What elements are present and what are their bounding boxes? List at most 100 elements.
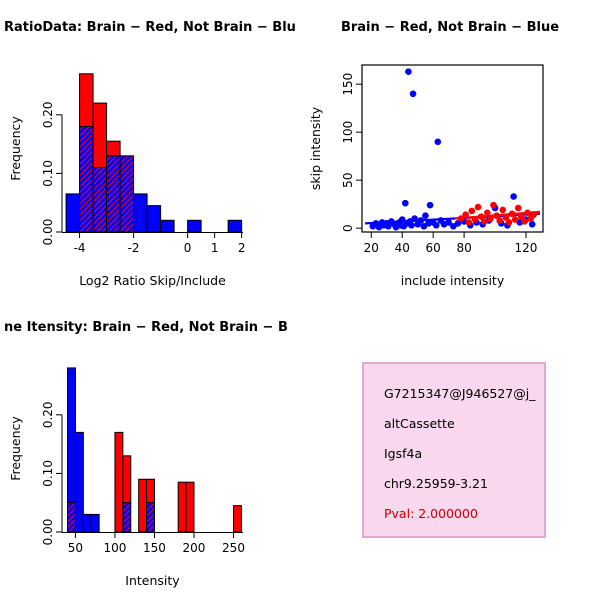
hist-bar bbox=[122, 455, 132, 504]
y-tick-label: 0.00 bbox=[41, 519, 55, 546]
x-tick-label: 1 bbox=[211, 241, 219, 255]
scatter-point-red bbox=[490, 201, 497, 209]
scatter-point-red bbox=[484, 209, 491, 217]
scatter-point-red bbox=[530, 211, 538, 219]
panel-info: G7215347@J946527@j_ altCassette Igsf4a c… bbox=[300, 300, 600, 600]
info-line-pval: Pval: 2.000000 bbox=[384, 506, 478, 521]
hist-bar bbox=[114, 431, 124, 533]
x-tick-label: 60 bbox=[426, 241, 441, 255]
panel-gene-intensity-histogram: ne Itensity: Brain − Red, Not Brain − B … bbox=[0, 300, 300, 600]
hist-bar bbox=[90, 513, 100, 533]
y-tick-label: 0.10 bbox=[41, 160, 55, 187]
scatter-point-blue bbox=[434, 138, 442, 146]
scatter-point-blue bbox=[422, 212, 429, 219]
y-axis-label: skip intensity bbox=[308, 106, 323, 190]
x-tick-label: 20 bbox=[364, 241, 379, 255]
scatter-point-blue bbox=[411, 215, 418, 222]
log-ratio-histogram-chart: -4 -2 0 1 2 0.00 0.10 0.20 Log2 Ratio Skip/Inclu… bbox=[8, 73, 246, 288]
x-tick-label: 120 bbox=[515, 241, 538, 255]
hist-bar-overlap bbox=[106, 155, 121, 233]
scatter-point-red bbox=[518, 213, 525, 220]
scatter-point-red bbox=[471, 216, 479, 223]
info-line-gene-name: Igsf4a bbox=[384, 446, 423, 461]
panel-intensity-scatter: Brain − Red, Not Brain − Blue 20 40 60 80 12… bbox=[300, 0, 600, 300]
scatter-point-blue bbox=[405, 68, 412, 76]
scatter-point-blue bbox=[528, 221, 536, 228]
hist-bar bbox=[79, 73, 94, 128]
scatter-point-red bbox=[493, 212, 500, 219]
x-tick-label: 0 bbox=[184, 241, 192, 255]
scatter-point-red bbox=[465, 219, 473, 226]
hist-bar bbox=[133, 193, 148, 233]
info-line-locus: chr9.25959-3.21 bbox=[384, 476, 488, 491]
x-tick-label: 80 bbox=[456, 241, 471, 255]
chart-title-scatter: Brain − Red, Not Brain − Blue bbox=[340, 20, 560, 35]
y-tick-label: 0 bbox=[341, 224, 355, 232]
scatter-point-red bbox=[502, 214, 510, 221]
scatter-point-blue bbox=[510, 193, 517, 200]
scatter-point-blue bbox=[426, 201, 434, 209]
hist-bar-overlap bbox=[79, 126, 94, 233]
scatter-point-red bbox=[511, 216, 519, 223]
scatter-point-blue bbox=[398, 216, 406, 223]
x-tick-label: 150 bbox=[143, 541, 166, 555]
chart-title-gene-intensity: ne Itensity: Brain − Red, Not Brain − B bbox=[4, 320, 288, 335]
hist-bar bbox=[74, 431, 84, 533]
scatter-point-red bbox=[505, 219, 513, 226]
intensity-scatter-chart: 20 40 60 80 120 0 50 100 150 include intensity ski… bbox=[308, 64, 544, 288]
plot-box bbox=[361, 64, 544, 233]
scatter-point-blue bbox=[454, 220, 462, 227]
scatter-point-red bbox=[508, 210, 516, 218]
hist-bar bbox=[138, 478, 148, 533]
hist-bar-overlap bbox=[67, 502, 76, 533]
info-line-event-type: altCassette bbox=[384, 416, 455, 431]
x-tick-label: 40 bbox=[395, 241, 410, 255]
scatter-point-blue bbox=[417, 217, 425, 224]
x-tick-label: 2 bbox=[238, 241, 246, 255]
x-tick-label: 50 bbox=[68, 541, 83, 555]
y-tick-label: 0.20 bbox=[41, 401, 55, 428]
scatter-point-blue bbox=[409, 90, 417, 98]
x-axis-label: include intensity bbox=[401, 273, 505, 288]
x-tick-label: 100 bbox=[104, 541, 127, 555]
hist-bar-overlap bbox=[119, 155, 135, 233]
chart-title-log-ratio: RatioData: Brain − Red, Not Brain − Blu bbox=[4, 20, 296, 35]
scatter-point-red bbox=[480, 218, 488, 225]
hist-bar bbox=[146, 478, 155, 504]
gene-intensity-histogram-chart: 50 100 150 200 250 0.00 0.10 0.20 Intensity Frequ… bbox=[8, 367, 245, 588]
y-tick-label: 100 bbox=[341, 121, 355, 144]
hist-bar bbox=[187, 219, 202, 233]
y-axis-label: Frequency bbox=[8, 116, 23, 181]
scatter-point-blue bbox=[402, 199, 409, 207]
hist-bar bbox=[146, 205, 162, 233]
x-axis-label: Intensity bbox=[125, 573, 180, 588]
hist-bar-overlap bbox=[122, 502, 132, 533]
y-tick-label: 150 bbox=[341, 73, 355, 96]
scatter-point-red bbox=[487, 215, 494, 222]
info-box: G7215347@J946527@j_ altCassette Igsf4a c… bbox=[362, 362, 546, 538]
x-tick-label: -4 bbox=[74, 241, 86, 255]
hist-bar bbox=[106, 140, 121, 157]
scatter-point-red bbox=[496, 217, 503, 224]
hist-bar bbox=[185, 481, 195, 533]
scatter-point-red bbox=[514, 204, 522, 212]
scatter-point-blue bbox=[384, 222, 392, 230]
y-tick-label: 0.00 bbox=[41, 219, 55, 246]
x-tick-label: 200 bbox=[183, 541, 206, 555]
x-tick-label: -2 bbox=[128, 241, 140, 255]
hist-bar bbox=[160, 219, 175, 233]
scatter-point-blue bbox=[408, 221, 415, 229]
hist-bar bbox=[82, 513, 92, 533]
y-tick-label: 50 bbox=[341, 173, 355, 188]
scatter-point-red bbox=[477, 213, 485, 220]
scatter-point-red bbox=[457, 215, 465, 222]
hist-bar bbox=[92, 102, 108, 169]
scatter-point-red bbox=[524, 209, 531, 217]
x-tick-label: 250 bbox=[222, 541, 245, 555]
scatter-point-red bbox=[462, 211, 469, 219]
hist-bar-overlap bbox=[146, 502, 155, 533]
scatter-point-red bbox=[474, 203, 482, 211]
panel-log-ratio-histogram: RatioData: Brain − Red, Not Brain − Blu … bbox=[0, 0, 300, 300]
hist-bar bbox=[177, 481, 187, 533]
